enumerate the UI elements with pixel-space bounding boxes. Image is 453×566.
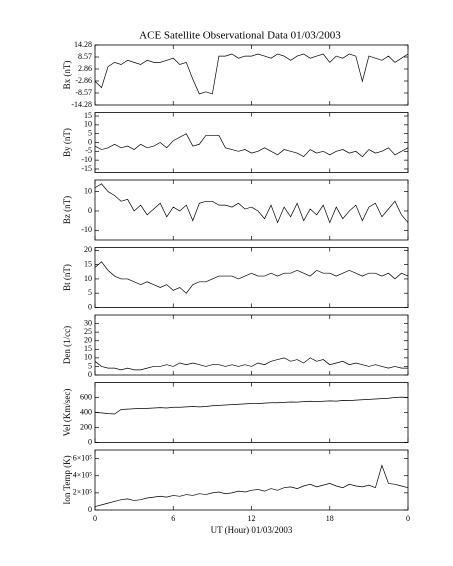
- y-axis-label: Bz (nT): [62, 196, 72, 224]
- y-tick-label: -8.57: [75, 88, 92, 97]
- y-tick-label: -5: [85, 146, 92, 155]
- y-tick-label: 20: [84, 336, 92, 345]
- y-tick-label: 15: [84, 344, 92, 353]
- y-tick-label: 4×10⁵: [73, 471, 93, 480]
- y-tick-label: -15: [81, 164, 92, 173]
- y-tick-label: 0: [88, 505, 92, 514]
- plot-frame: [94, 179, 409, 241]
- plot-frame: [94, 112, 409, 173]
- data-line: [94, 53, 409, 95]
- plot-frame: [94, 247, 409, 308]
- y-axis-label: Bx (nT): [62, 61, 72, 90]
- y-axis-label: By (nT): [62, 128, 72, 157]
- y-tick-label: 400: [80, 407, 92, 416]
- y-tick-label: 0: [88, 137, 92, 146]
- y-tick-label: 15: [84, 259, 92, 268]
- data-line: [94, 133, 409, 158]
- x-axis-label: UT (Hour) 01/03/2003: [211, 525, 293, 535]
- y-tick-label: 10: [84, 120, 92, 129]
- data-line: [94, 464, 409, 507]
- y-tick-label: 5: [88, 288, 92, 297]
- plot-frame: [94, 314, 409, 376]
- x-tick-label: 6: [171, 514, 175, 523]
- data-line: [94, 183, 409, 224]
- y-tick-label: 25: [84, 327, 92, 336]
- y-axis-label: Vel (Km/sec): [62, 389, 72, 437]
- y-tick-label: 0: [88, 370, 92, 379]
- y-tick-label: 0: [88, 437, 92, 446]
- y-tick-label: 15: [84, 111, 92, 120]
- y-tick-label: 2.86: [78, 64, 92, 73]
- y-axis-label: Ion Temp (K): [62, 455, 72, 504]
- y-tick-label: 2×10⁵: [73, 488, 93, 497]
- y-tick-label: 5: [88, 361, 92, 370]
- y-axis-label: Bt (nT): [62, 264, 72, 291]
- y-tick-label: 600: [80, 392, 92, 401]
- plot-frame: [94, 449, 409, 511]
- chart-title: ACE Satellite Observational Data 01/03/2…: [139, 30, 341, 42]
- y-tick-label: 10: [84, 274, 92, 283]
- x-tick-label: 0: [406, 514, 410, 523]
- x-tick-label: 18: [326, 514, 334, 523]
- y-tick-label: 10: [84, 353, 92, 362]
- y-tick-label: 14.28: [74, 40, 92, 49]
- y-tick-label: 30: [84, 318, 92, 327]
- y-tick-label: 20: [84, 245, 92, 254]
- data-line: [94, 396, 409, 415]
- y-tick-label: 6×10⁵: [73, 453, 93, 462]
- y-tick-label: 10: [84, 186, 92, 195]
- y-axis-label: Den (1/cc): [62, 326, 72, 364]
- data-line: [94, 261, 409, 294]
- y-tick-label: 0: [88, 302, 92, 311]
- x-tick-label: 0: [93, 514, 97, 523]
- y-tick-label: 8.57: [78, 52, 92, 61]
- y-tick-label: 5: [88, 129, 92, 138]
- y-tick-label: 0: [88, 206, 92, 215]
- x-tick-label: 12: [248, 514, 256, 523]
- y-tick-label: -10: [81, 155, 92, 164]
- y-tick-label: -2.86: [75, 76, 92, 85]
- data-line: [94, 357, 408, 371]
- y-tick-label: -10: [81, 225, 92, 234]
- y-tick-label: -14.28: [71, 100, 92, 109]
- y-tick-label: 200: [80, 422, 92, 431]
- plot-frame: [94, 382, 409, 443]
